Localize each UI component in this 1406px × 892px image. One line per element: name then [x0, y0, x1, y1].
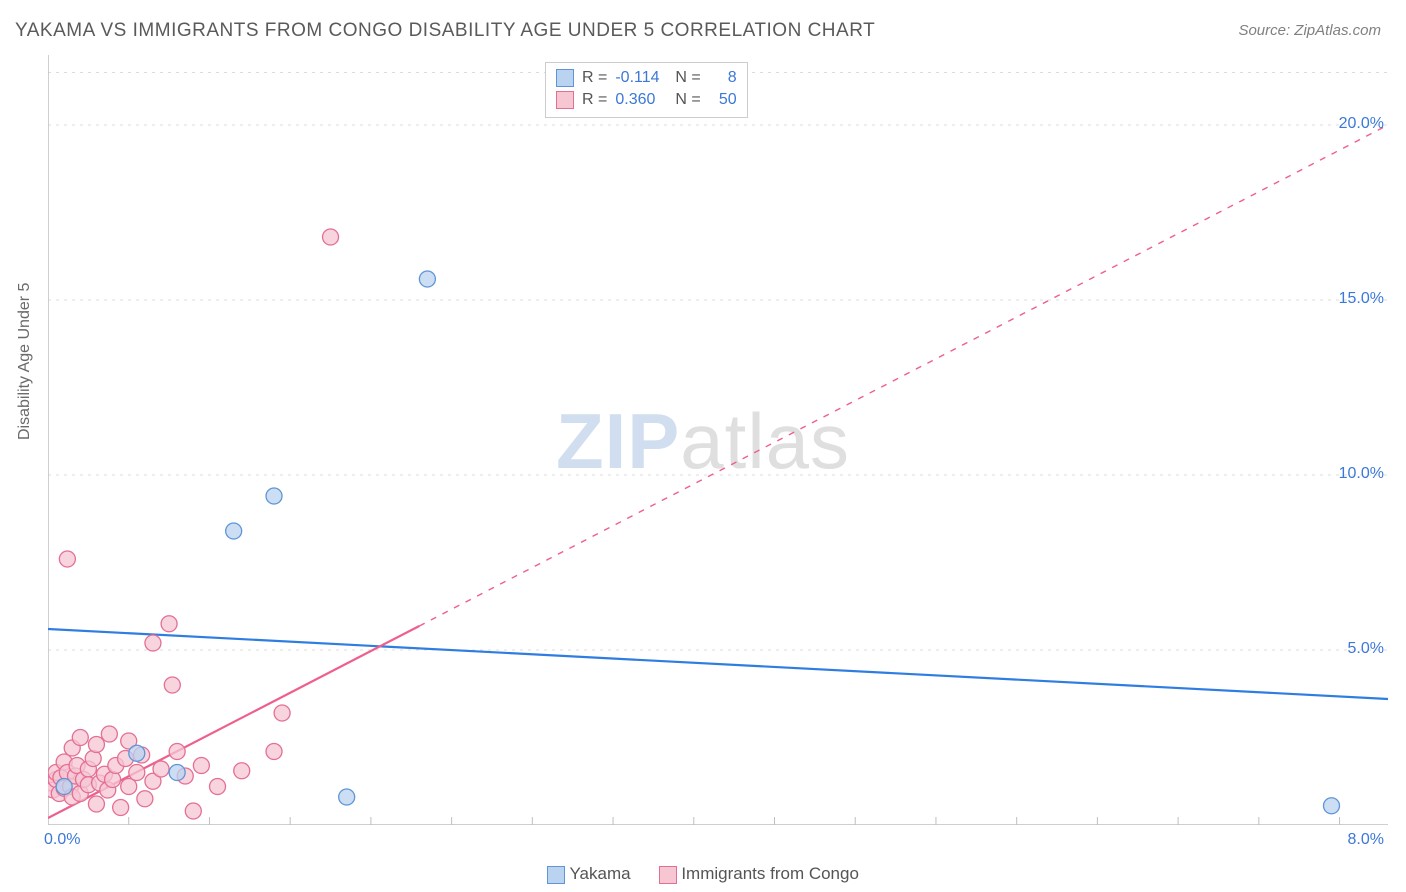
stat-legend-row: R = -0.114 N = 8	[556, 67, 737, 89]
n-label: N =	[675, 89, 700, 111]
series-legend: Yakama Immigrants from Congo	[0, 864, 1406, 884]
n-label: N =	[675, 67, 700, 89]
n-value: 8	[709, 67, 737, 89]
r-value: 0.360	[615, 89, 667, 111]
stat-legend-row: R = 0.360 N = 50	[556, 89, 737, 111]
legend-label: Immigrants from Congo	[681, 864, 859, 883]
x-tick-label-left: 0.0%	[44, 831, 80, 849]
legend-item: Immigrants from Congo	[659, 864, 859, 883]
legend-swatch	[547, 866, 565, 884]
y-tick-label: 15.0%	[1339, 290, 1384, 308]
y-tick-label: 20.0%	[1339, 115, 1384, 133]
y-tick-label: 5.0%	[1348, 640, 1384, 658]
r-value: -0.114	[615, 67, 667, 89]
y-axis-label: Disability Age Under 5	[16, 283, 34, 440]
legend-swatch	[659, 866, 677, 884]
legend-label: Yakama	[569, 864, 630, 883]
chart-title: YAKAMA VS IMMIGRANTS FROM CONGO DISABILI…	[15, 20, 875, 42]
y-tick-label: 10.0%	[1339, 465, 1384, 483]
x-tick-label-right: 8.0%	[1348, 831, 1384, 849]
scatter-plot	[48, 55, 1388, 825]
source-credit: Source: ZipAtlas.com	[1238, 22, 1381, 39]
correlation-stats-legend: R = -0.114 N = 8 R = 0.360 N = 50	[545, 62, 748, 118]
r-label: R =	[582, 89, 607, 111]
legend-swatch	[556, 91, 574, 109]
n-value: 50	[709, 89, 737, 111]
legend-swatch	[556, 69, 574, 87]
r-label: R =	[582, 67, 607, 89]
legend-item: Yakama	[547, 864, 631, 883]
